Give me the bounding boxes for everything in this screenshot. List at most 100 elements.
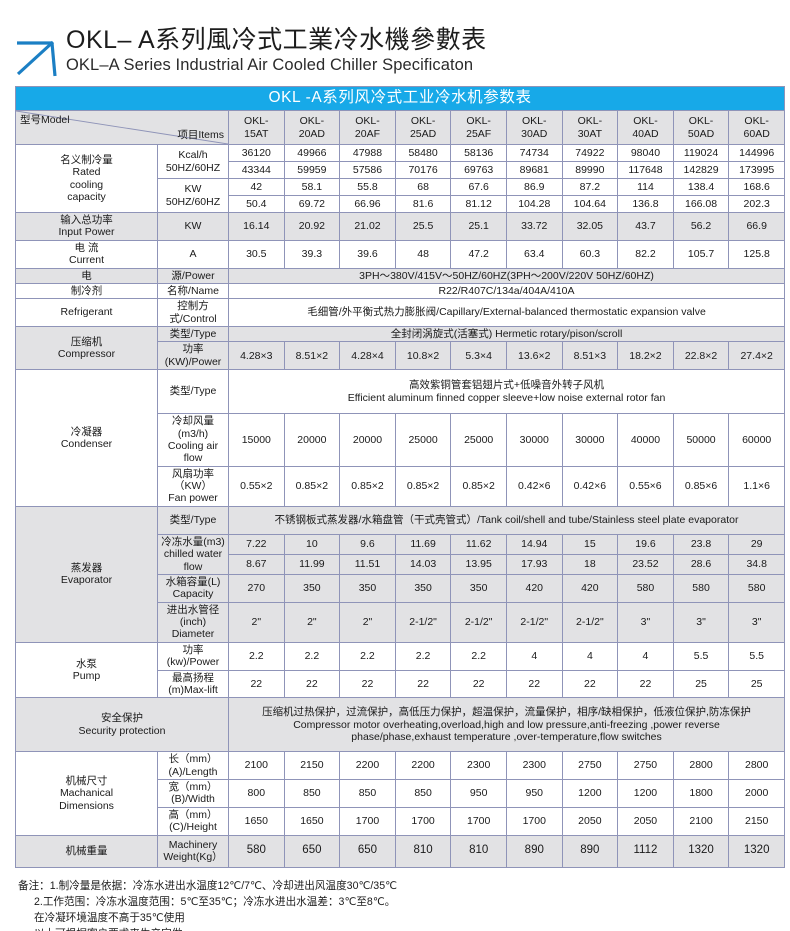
row-label-refrigerant-cn: 制冷剂 — [15, 282, 158, 300]
table-row-chilled-water-50: 冷冻水量(m3) chilled water flow 7.22 10 9.6 … — [16, 533, 786, 575]
cell-tank-9: 580 — [728, 573, 786, 603]
cell-kcal60-4: 69763 — [450, 161, 507, 179]
cell-weight-8: 1320 — [672, 834, 730, 868]
cell-fanpower-2: 0.85×2 — [339, 465, 396, 507]
row-label-power: 电 — [15, 267, 158, 284]
cell-diam-7: 3" — [617, 601, 674, 643]
cell-compressor-type-value: 全封闭涡旋式(活塞式) Hermetic rotary/pison/scroll — [227, 325, 786, 343]
cell-kw50-0: 42 — [228, 178, 285, 196]
cell-length-3: 2200 — [394, 751, 452, 780]
cell-length-1: 2150 — [283, 751, 341, 780]
page-title-en: OKL–A Series Industrial Air Cooled Chill… — [66, 56, 474, 74]
cell-width-3: 850 — [394, 779, 452, 808]
table-row-fan-power: 风扇功率（KW） Fan power 0.55×2 0.85×2 0.85×2 … — [16, 465, 786, 507]
table-banner: OKL -A系列风冷式工业冷水机参数表 — [14, 86, 786, 111]
cell-diam-0: 2" — [228, 601, 285, 643]
cell-weight-6: 890 — [561, 834, 619, 868]
cell-height-3: 1700 — [394, 806, 452, 836]
cell-current-6: 60.3 — [561, 239, 619, 269]
cell-pumppower-3: 2.2 — [394, 641, 452, 671]
cell-kcal60-6: 89990 — [561, 161, 619, 179]
cell-pumppower-5: 4 — [505, 641, 563, 671]
cell-height-5: 1700 — [505, 806, 563, 836]
cell-kw60-4: 81.12 — [450, 195, 507, 213]
cell-inputpower-7: 43.7 — [617, 212, 674, 241]
cell-kw50-8: 138.4 — [672, 178, 730, 196]
cell-kw60-5: 104.28 — [505, 195, 563, 213]
cell-weight-9: 1320 — [728, 834, 786, 868]
cell-chilled50-9: 29 — [728, 533, 786, 555]
row-label-evaporator: 蒸发器 Evaporator — [15, 505, 158, 643]
cell-diam-9: 3" — [728, 601, 786, 643]
cell-comppower-2: 4.28×4 — [339, 341, 396, 371]
corner-model-label: 型号Model — [20, 114, 70, 126]
cell-inputpower-8: 56.2 — [672, 212, 730, 241]
cell-width-7: 1200 — [617, 779, 674, 808]
row-item-input-power-unit: KW — [157, 212, 229, 241]
cell-width-4: 950 — [450, 779, 507, 808]
col-header-model-1: OKL- 20AD — [283, 110, 341, 145]
cell-tank-5: 420 — [505, 573, 563, 603]
row-item-kcal: Kcal/h 50HZ/60HZ — [157, 144, 229, 179]
cell-length-0: 2100 — [228, 751, 285, 780]
page-title-cn: OKL– A系列風冷式工業冷水機參數表 — [66, 26, 487, 54]
cell-length-5: 2300 — [505, 751, 563, 780]
cell-fanpower-3: 0.85×2 — [394, 465, 452, 507]
cell-kw60-2: 66.96 — [339, 195, 396, 213]
cell-maxlift-4: 22 — [450, 669, 507, 699]
row-item-condenser-type: 类型/Type — [157, 369, 229, 415]
cell-condenser-type-value: 高效紫铜管套铝翅片式+低噪音外转子风机 Efficient aluminum f… — [227, 369, 786, 415]
col-header-model-9: OKL- 60AD — [728, 110, 786, 145]
cell-chilled50-4: 11.62 — [450, 533, 507, 555]
cell-chilled50-8: 23.8 — [672, 533, 730, 555]
cell-kw50-9: 168.6 — [728, 178, 786, 196]
cell-width-5: 950 — [505, 779, 563, 808]
cell-diam-2: 2" — [339, 601, 396, 643]
cell-current-9: 125.8 — [728, 239, 786, 269]
cell-comppower-1: 8.51×2 — [283, 341, 341, 371]
cell-chilled50-3: 11.69 — [394, 533, 452, 555]
cell-current-0: 30.5 — [228, 239, 285, 269]
document-header: OKL– A系列風冷式工業冷水機參數表 OKL–A Series Industr… — [0, 0, 790, 78]
cell-pumppower-4: 2.2 — [450, 641, 507, 671]
cell-kcal60-1: 59959 — [283, 161, 341, 179]
col-header-model-4: OKL- 25AF — [450, 110, 507, 145]
cell-comppower-6: 8.51×3 — [561, 341, 619, 371]
table-row-evaporator-type: 蒸发器 Evaporator 类型/Type 不锈钢板式蒸发器/水箱盘管（干式壳… — [15, 505, 786, 643]
cell-comppower-8: 22.8×2 — [672, 341, 730, 371]
cell-inputpower-1: 20.92 — [283, 212, 341, 241]
cell-kw60-3: 81.6 — [394, 195, 452, 213]
note-line-1: 备注：1.制冷量是依据：冷冻水进出水温度12℃/7℃、冷却进出风温度30℃/35… — [18, 879, 397, 892]
cell-comppower-9: 27.4×2 — [728, 341, 786, 371]
cell-maxlift-3: 22 — [394, 669, 452, 699]
cell-current-7: 82.2 — [617, 239, 674, 269]
cell-weight-3: 810 — [394, 834, 452, 868]
cell-kw60-0: 50.4 — [228, 195, 285, 213]
cell-airflow-8: 50000 — [672, 413, 730, 467]
row-item-compressor-type: 类型/Type — [157, 325, 229, 343]
cell-current-1: 39.3 — [283, 239, 341, 269]
cell-tank-2: 350 — [339, 573, 396, 603]
cell-airflow-3: 25000 — [394, 413, 452, 467]
col-header-model-6: OKL- 30AT — [561, 110, 619, 145]
cell-weight-4: 810 — [450, 834, 507, 868]
logo — [14, 26, 62, 78]
cell-maxlift-9: 25 — [728, 669, 786, 699]
cell-pumppower-0: 2.2 — [228, 641, 285, 671]
cell-chilled60-7: 23.52 — [617, 553, 674, 575]
cell-length-7: 2750 — [617, 751, 674, 780]
note-line-4: 以上可根据客户要求来生产定做。 — [18, 926, 790, 931]
table-row-kw60: 50.4 69.72 66.96 81.6 81.12 104.28 104.6… — [16, 195, 786, 213]
cell-length-6: 2750 — [561, 751, 619, 780]
cell-kcal50-8: 119024 — [672, 144, 730, 162]
cell-kw50-7: 114 — [617, 178, 674, 196]
row-item-current-unit: A — [157, 239, 229, 269]
table-row-weight: 机械重量 Machinery Weight(Kg） 580 650 650 81… — [15, 834, 786, 868]
cell-length-2: 2200 — [339, 751, 396, 780]
cell-weight-0: 580 — [228, 834, 285, 868]
table-row-input-power: 输入总功率 Input Power KW 16.14 20.92 21.02 2… — [15, 212, 786, 241]
cell-height-1: 1650 — [283, 806, 341, 836]
cell-length-4: 2300 — [450, 751, 507, 780]
cell-comppower-4: 5.3×4 — [450, 341, 507, 371]
cell-diam-3: 2-1/2" — [394, 601, 452, 643]
